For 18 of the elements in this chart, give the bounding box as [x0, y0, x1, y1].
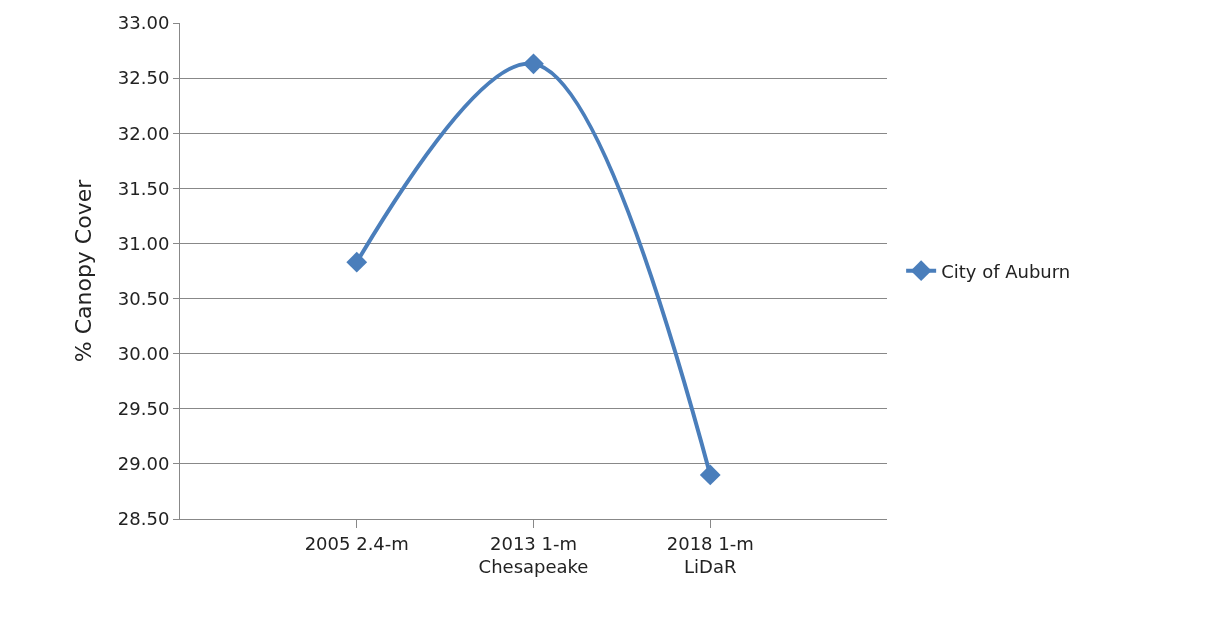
legend-label: City of Auburn	[941, 260, 1071, 282]
y-tick-label: 29.50	[117, 398, 170, 420]
y-tick-label: 29.00	[117, 453, 170, 475]
y-axis-title: % Canopy Cover	[70, 178, 96, 363]
x-tick-label: 2013 1-m Chesapeake	[478, 532, 589, 577]
y-tick-label: 31.50	[117, 177, 170, 199]
point	[346, 251, 368, 273]
point	[699, 464, 721, 486]
x-tick-label: 2005 2.4-m	[304, 532, 409, 554]
y-tick-label: 31.00	[117, 232, 170, 254]
y-tick-label: 28.50	[117, 508, 170, 530]
y-tick-label: 30.50	[117, 287, 170, 309]
point	[523, 53, 544, 75]
y-tick-label: 30.00	[117, 342, 170, 364]
x-tick-label: 2018 1-m LiDaR	[666, 532, 754, 577]
y-tick-label: 32.50	[117, 67, 170, 89]
y-tick-label: 33.00	[117, 12, 170, 34]
y-tick-label: 32.00	[117, 122, 170, 144]
